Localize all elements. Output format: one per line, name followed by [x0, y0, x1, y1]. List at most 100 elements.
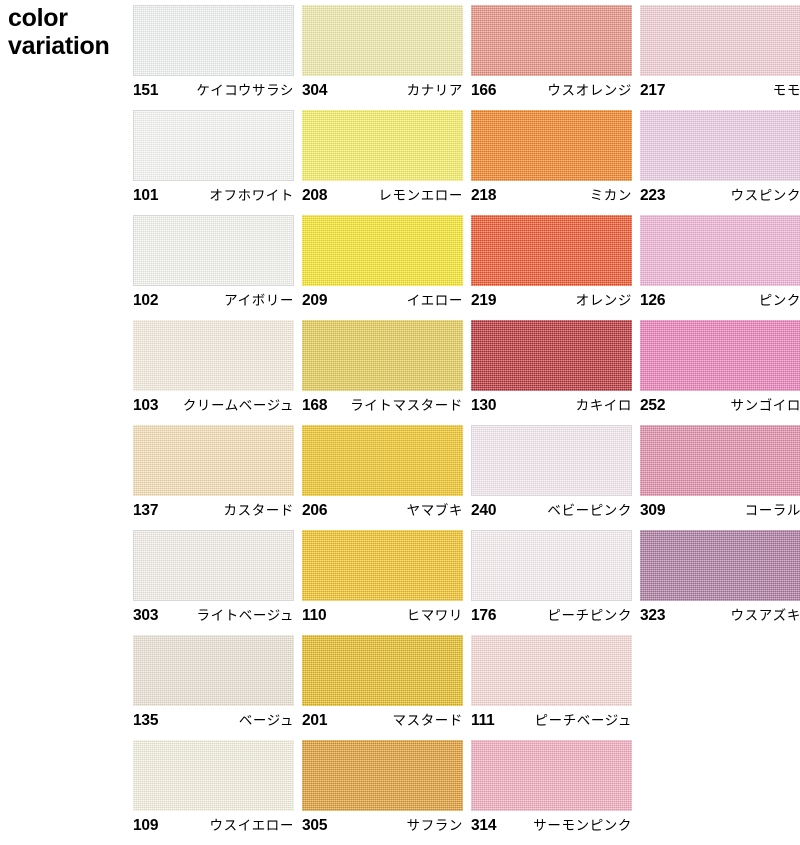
- swatch-name: カスタード: [224, 504, 295, 518]
- swatch-cell[interactable]: 305 サフラン: [302, 740, 471, 845]
- swatch-cell[interactable]: 166 ウスオレンジ: [471, 5, 640, 110]
- swatch-cell[interactable]: 303 ライトベージュ: [133, 530, 302, 635]
- color-swatch[interactable]: [302, 110, 463, 181]
- swatch-name: ウスイエロー: [210, 819, 294, 833]
- color-swatch[interactable]: [640, 320, 800, 391]
- color-swatch[interactable]: [133, 5, 294, 76]
- color-swatch[interactable]: [302, 740, 463, 811]
- color-swatch[interactable]: [640, 110, 800, 181]
- swatch-code: 218: [471, 188, 496, 204]
- color-swatch[interactable]: [302, 425, 463, 496]
- swatch-cell[interactable]: 252 サンゴイロ: [640, 320, 800, 425]
- swatch-code: 323: [640, 608, 665, 624]
- color-swatch[interactable]: [471, 425, 632, 496]
- swatch-code: 151: [133, 83, 158, 99]
- color-swatch[interactable]: [133, 635, 294, 706]
- swatch-code: 303: [133, 608, 158, 624]
- color-swatch[interactable]: [302, 530, 463, 601]
- swatch-cell[interactable]: 223 ウスピンク: [640, 110, 800, 215]
- color-swatch[interactable]: [471, 320, 632, 391]
- color-swatch[interactable]: [133, 110, 294, 181]
- color-swatch[interactable]: [302, 5, 463, 76]
- swatch-name: コーラル: [745, 504, 800, 518]
- swatch-code: 252: [640, 398, 665, 414]
- swatch-name: ウスアズキ: [731, 609, 800, 623]
- swatch-code: 305: [302, 818, 327, 834]
- color-swatch[interactable]: [133, 740, 294, 811]
- color-swatch[interactable]: [640, 5, 800, 76]
- color-swatch[interactable]: [133, 425, 294, 496]
- swatch-code: 209: [302, 293, 327, 309]
- swatch-cell[interactable]: 168 ライトマスタード: [302, 320, 471, 425]
- color-swatch[interactable]: [471, 740, 632, 811]
- color-swatch[interactable]: [133, 320, 294, 391]
- swatch-label: 166 ウスオレンジ: [471, 78, 632, 104]
- swatch-name: ウスピンク: [731, 189, 800, 203]
- swatch-name: ライトベージュ: [197, 609, 295, 623]
- swatch-name: サンゴイロ: [731, 399, 800, 413]
- swatch-name: ライトマスタード: [350, 399, 463, 413]
- swatch-cell[interactable]: 323 ウスアズキ: [640, 530, 800, 635]
- color-swatch[interactable]: [471, 530, 632, 601]
- swatch-code: 126: [640, 293, 665, 309]
- color-swatch[interactable]: [471, 5, 632, 76]
- swatch-name: カキイロ: [576, 399, 632, 413]
- swatch-name: ウスオレンジ: [547, 84, 632, 98]
- color-swatch[interactable]: [302, 320, 463, 391]
- swatch-label: 168 ライトマスタード: [302, 393, 463, 419]
- swatch-cell[interactable]: 209 イエロー: [302, 215, 471, 320]
- swatch-code: 223: [640, 188, 665, 204]
- color-swatch[interactable]: [640, 425, 800, 496]
- color-swatch[interactable]: [471, 110, 632, 181]
- swatch-label: 209 イエロー: [302, 288, 463, 314]
- swatch-code: 206: [302, 503, 327, 519]
- swatch-name: レモンエロー: [378, 189, 463, 203]
- swatch-code: 109: [133, 818, 158, 834]
- swatch-code: 168: [302, 398, 327, 414]
- swatch-label: 303 ライトベージュ: [133, 603, 294, 629]
- swatch-code: 219: [471, 293, 496, 309]
- swatch-name: サフラン: [407, 819, 463, 833]
- swatch-name: イエロー: [407, 294, 463, 308]
- color-swatch[interactable]: [471, 635, 632, 706]
- color-swatch[interactable]: [640, 530, 800, 601]
- color-swatch[interactable]: [640, 215, 800, 286]
- color-swatch[interactable]: [471, 215, 632, 286]
- swatch-name: アイボリー: [224, 294, 294, 308]
- color-swatch[interactable]: [133, 215, 294, 286]
- swatch-cell[interactable]: 109 ウスイエロー: [133, 740, 302, 845]
- color-swatch[interactable]: [302, 635, 463, 706]
- color-swatch[interactable]: [133, 530, 294, 601]
- color-swatch[interactable]: [302, 215, 463, 286]
- swatch-code: 166: [471, 83, 496, 99]
- swatch-name: マスタード: [393, 714, 464, 728]
